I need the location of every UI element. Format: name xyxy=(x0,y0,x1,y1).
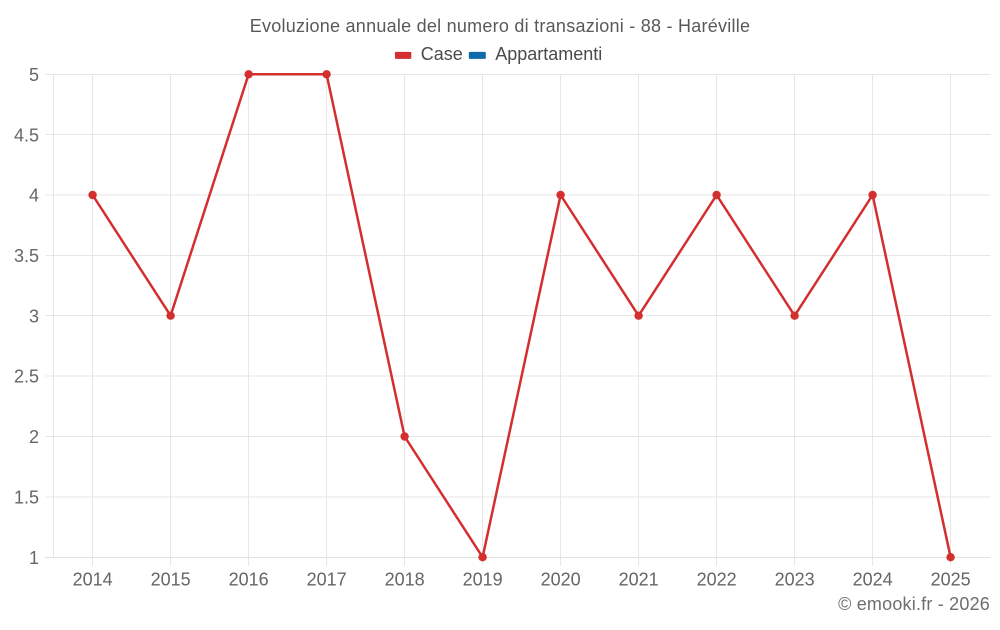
svg-text:Case: Case xyxy=(421,44,463,64)
svg-text:5: 5 xyxy=(29,65,39,85)
svg-text:Appartamenti: Appartamenti xyxy=(495,44,602,64)
svg-text:1.5: 1.5 xyxy=(14,487,39,507)
svg-text:2025: 2025 xyxy=(931,570,971,590)
svg-text:2: 2 xyxy=(29,427,39,447)
svg-text:Evoluzione annuale del numero: Evoluzione annuale del numero di transaz… xyxy=(250,16,751,36)
svg-text:4.5: 4.5 xyxy=(14,125,39,145)
svg-text:2018: 2018 xyxy=(385,570,425,590)
svg-text:1: 1 xyxy=(29,548,39,568)
svg-text:2016: 2016 xyxy=(229,570,269,590)
svg-text:2014: 2014 xyxy=(73,570,113,590)
svg-text:2022: 2022 xyxy=(697,570,737,590)
svg-text:© emooki.fr - 2026: © emooki.fr - 2026 xyxy=(838,594,990,614)
svg-text:4: 4 xyxy=(29,186,39,206)
svg-text:2020: 2020 xyxy=(541,570,581,590)
svg-text:2019: 2019 xyxy=(463,570,503,590)
svg-text:3.5: 3.5 xyxy=(14,246,39,266)
svg-text:2017: 2017 xyxy=(307,570,347,590)
svg-text:3: 3 xyxy=(29,306,39,326)
svg-text:2021: 2021 xyxy=(619,570,659,590)
svg-text:2023: 2023 xyxy=(775,570,815,590)
svg-text:2.5: 2.5 xyxy=(14,367,39,387)
svg-text:2024: 2024 xyxy=(853,570,893,590)
svg-text:2015: 2015 xyxy=(151,570,191,590)
